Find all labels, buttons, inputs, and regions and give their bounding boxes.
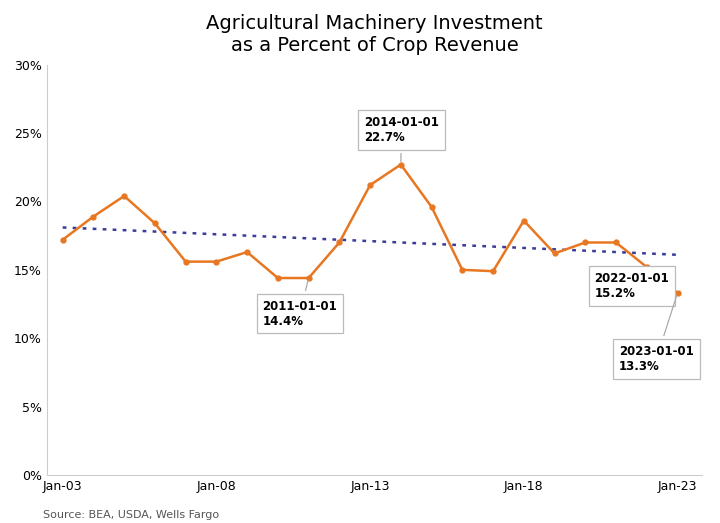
Text: 2011-01-01
14.4%: 2011-01-01 14.4% bbox=[263, 281, 337, 327]
Title: Agricultural Machinery Investment
as a Percent of Crop Revenue: Agricultural Machinery Investment as a P… bbox=[207, 14, 543, 55]
Text: 2014-01-01
22.7%: 2014-01-01 22.7% bbox=[364, 117, 438, 162]
Text: 2023-01-01
13.3%: 2023-01-01 13.3% bbox=[619, 295, 694, 373]
Text: Source: BEA, USDA, Wells Fargo: Source: BEA, USDA, Wells Fargo bbox=[43, 510, 220, 520]
Text: 2022-01-01
15.2%: 2022-01-01 15.2% bbox=[595, 269, 670, 300]
